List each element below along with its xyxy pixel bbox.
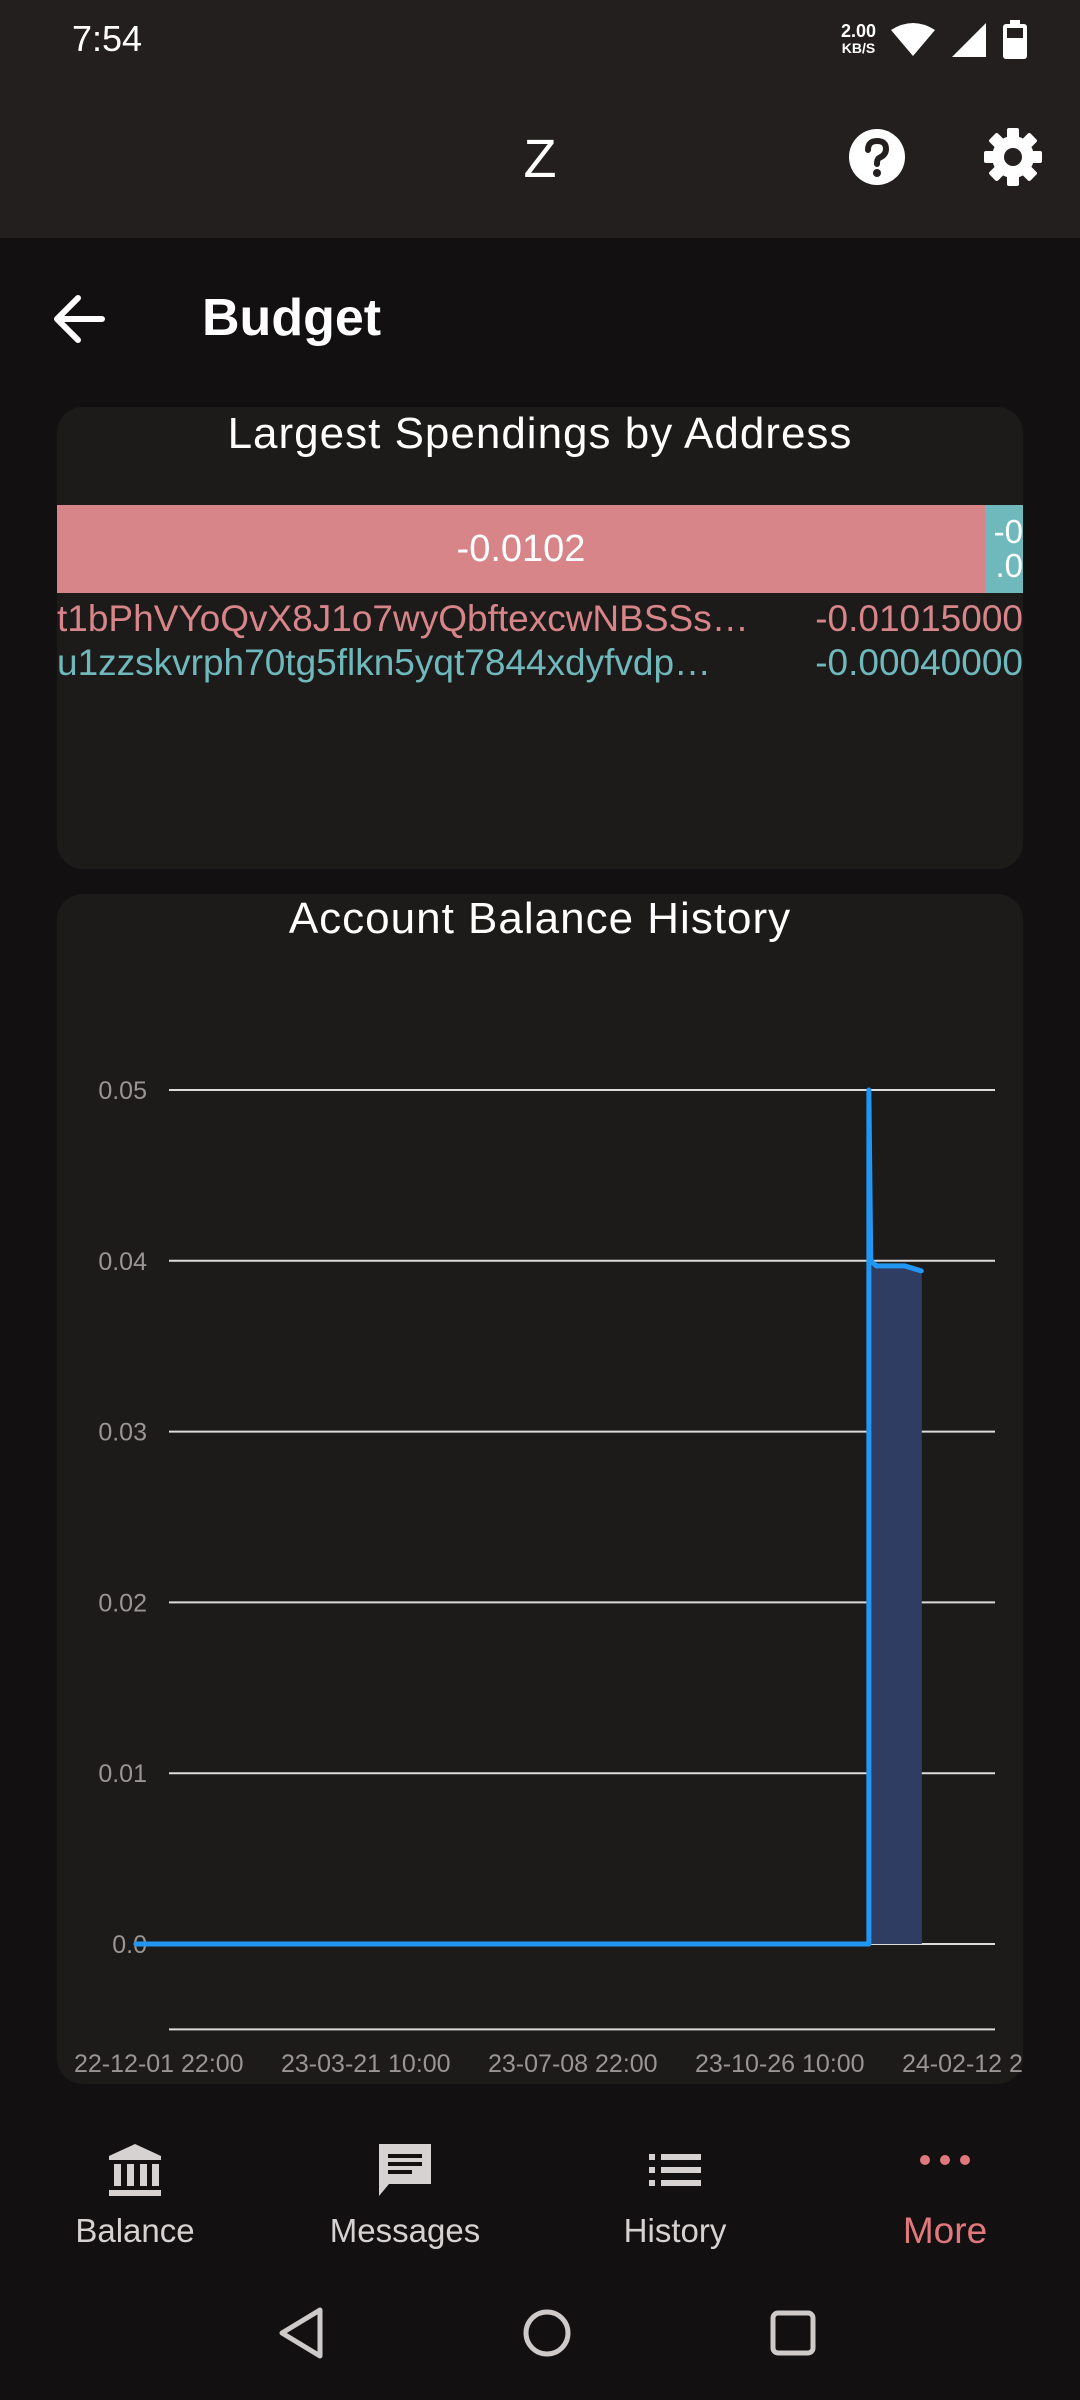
x-tick-label: 23-10-26 10:00 [695,2050,865,2078]
nav-label: Balance [75,2212,195,2249]
balance-area [868,1090,922,1944]
spending-address: u1zzskvrph70tg5flkn5yqt7844xdyfvdp… [57,642,712,683]
nav-label: History [623,2212,727,2249]
x-tick-label: 23-07-08 22:00 [488,2050,658,2078]
balance-point [866,1088,871,1092]
bank-icon [109,2144,161,2196]
back-arrow-icon[interactable] [50,290,108,348]
y-tick-label: 0.05 [98,1077,147,1105]
network-speed-unit: KB/S [841,40,876,56]
balance-point [902,1263,907,1268]
wifi-icon [891,23,935,56]
spending-bar[interactable]: -0 .0 [985,505,1023,593]
back-triangle-icon[interactable] [268,2300,334,2366]
page-header: Budget [0,238,1080,398]
spending-row[interactable]: u1zzskvrph70tg5flkn5yqt7844xdyfvdp… -0.0… [57,642,1023,686]
status-time: 7:54 [72,18,143,59]
spending-address: t1bPhVYoQvX8J1o7wyQbftexcwNBSSs… [57,598,749,639]
nav-label: More [902,2210,988,2251]
network-speed: 2.00 KB/S [840,21,876,57]
spending-bar[interactable]: -0.0102 [57,505,985,593]
spending-bar-label: .0 [995,547,1023,584]
app-bar: Z [0,80,1080,238]
balance-point [866,1942,871,1946]
message-icon [379,2144,431,2196]
app-title: Z [523,129,557,189]
balance-point [874,1263,879,1268]
y-tick-label: 0.02 [98,1589,147,1617]
balance-history-title: Account Balance History [288,894,792,943]
y-tick-label: 0.03 [98,1419,147,1447]
spending-bar-label: -0.0102 [456,527,586,570]
spendings-card: Largest Spendings by Address [57,407,1023,869]
status-bar: 7:54 2.00 KB/S [0,0,1080,80]
balance-point [919,1269,924,1274]
network-speed-value: 2.00 [840,21,876,41]
help-icon[interactable] [848,128,906,186]
nav-more[interactable]: More [810,2100,1080,2251]
balance-history-card: Account Balance History [57,894,1023,2084]
nav-history[interactable]: History [540,2100,810,2249]
battery-icon [1003,20,1027,59]
status-icons: 2.00 KB/S [841,18,1028,62]
balance-point [868,1258,873,1263]
more-dots-icon [920,2155,970,2165]
nav-balance[interactable]: Balance [0,2100,270,2249]
page-title: Budget [202,289,382,347]
spending-amount: -0.01015000 [815,598,1023,639]
y-tick-label: 0.04 [98,1248,147,1276]
y-tick-label: 0.01 [98,1760,147,1788]
bottom-navigation: Balance Messages History More [0,2100,1080,2251]
list-icon [649,2154,701,2186]
balance-history-chart: 0.050.040.030.020.010.022-12-01 22:00 23-… [74,1077,1023,2078]
recents-square-icon[interactable] [760,2300,826,2366]
x-tick-label: 23-03-21 10:00 [281,2050,451,2078]
spending-amount: -0.00040000 [815,642,1023,683]
x-tick-label: 24-02-12 22:00 [902,2050,1023,2078]
balance-point [133,1942,138,1946]
home-circle-icon[interactable] [514,2300,580,2366]
x-tick-label: 22-12-01 22:00 [74,2050,244,2078]
system-navigation [0,2270,1080,2400]
balance-line [135,1087,923,1947]
spending-bar-label: -0 [993,513,1023,550]
spending-row[interactable]: t1bPhVYoQvX8J1o7wyQbftexcwNBSSs… -0.0101… [57,598,1023,642]
nav-messages[interactable]: Messages [270,2100,540,2249]
nav-label: Messages [329,2212,481,2249]
gear-icon[interactable] [984,128,1042,186]
signal-icon [952,23,986,57]
spendings-title: Largest Spendings by Address [227,409,853,458]
